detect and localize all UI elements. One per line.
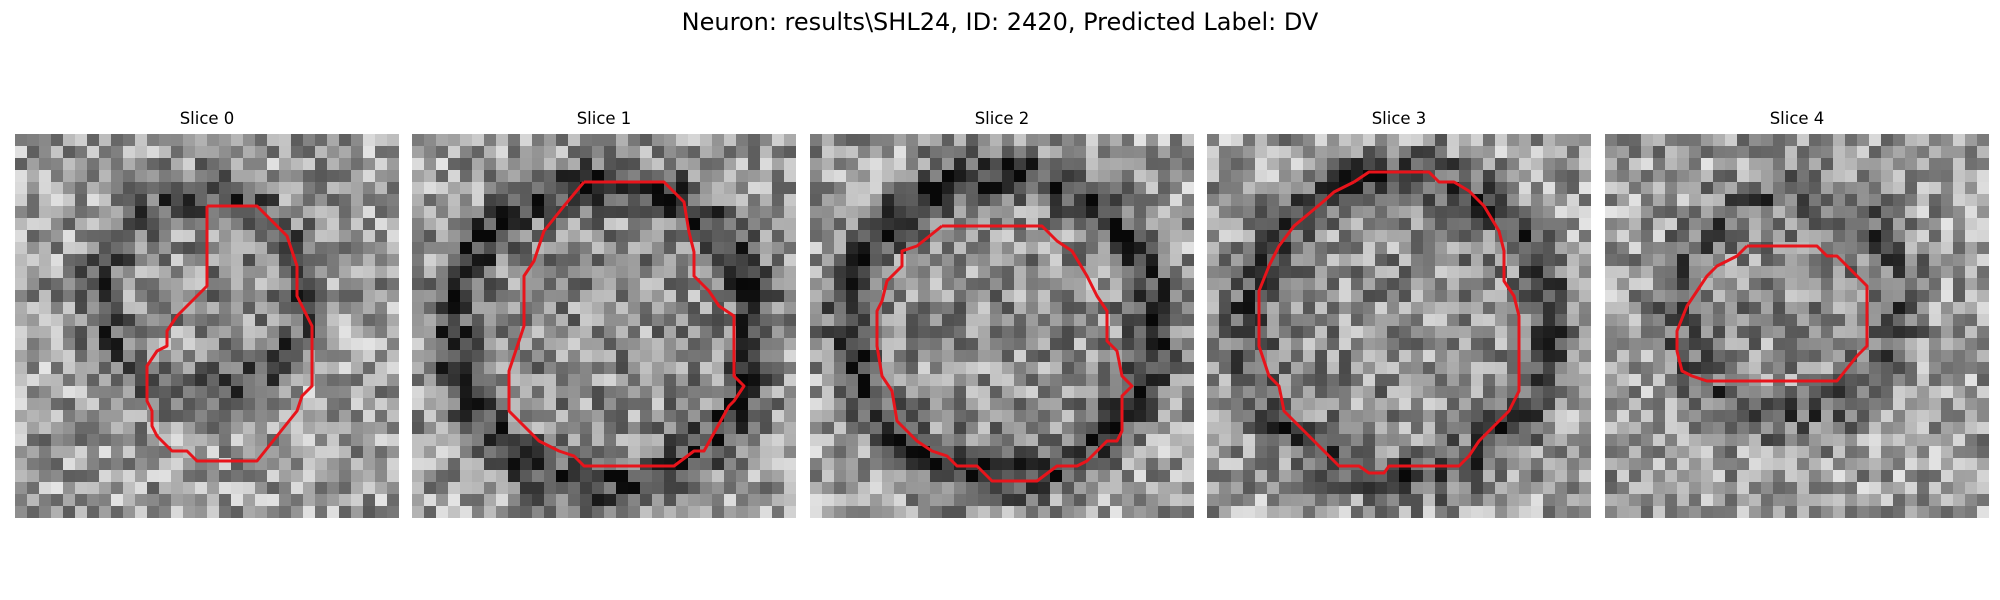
segmentation-contour-1 bbox=[507, 180, 746, 468]
slice-title-2: Slice 2 bbox=[974, 109, 1030, 128]
slice-panel-3: Slice 3 bbox=[1207, 106, 1591, 526]
slice-panel-0: Slice 0 bbox=[15, 106, 399, 526]
slice-image-4 bbox=[1605, 134, 1989, 518]
slice-title-1: Slice 1 bbox=[576, 109, 632, 128]
slice-image-3 bbox=[1207, 134, 1591, 518]
slice-pixels-0 bbox=[15, 134, 399, 518]
segmentation-contour-0 bbox=[145, 204, 314, 463]
slice-pixels-4 bbox=[1605, 134, 1989, 518]
segmentation-contour-3 bbox=[1257, 170, 1521, 475]
slice-panel-1: Slice 1 bbox=[412, 106, 796, 526]
slice-image-1 bbox=[412, 134, 796, 518]
slice-title-0: Slice 0 bbox=[179, 109, 235, 128]
slice-image-0 bbox=[15, 134, 399, 518]
figure-title: Neuron: results\SHL24, ID: 2420, Predict… bbox=[681, 8, 1319, 36]
slice-pixels-2 bbox=[810, 134, 1194, 518]
slice-pixels-3 bbox=[1207, 134, 1591, 518]
slice-panel-4: Slice 4 bbox=[1605, 106, 1989, 526]
segmentation-contour-2 bbox=[875, 224, 1134, 483]
slice-pixels-1 bbox=[412, 134, 796, 518]
slice-panel-2: Slice 2 bbox=[810, 106, 1194, 526]
segmentation-contour-4 bbox=[1675, 244, 1869, 383]
slice-image-2 bbox=[810, 134, 1194, 518]
slice-title-4: Slice 4 bbox=[1769, 109, 1825, 128]
slice-title-3: Slice 3 bbox=[1371, 109, 1427, 128]
